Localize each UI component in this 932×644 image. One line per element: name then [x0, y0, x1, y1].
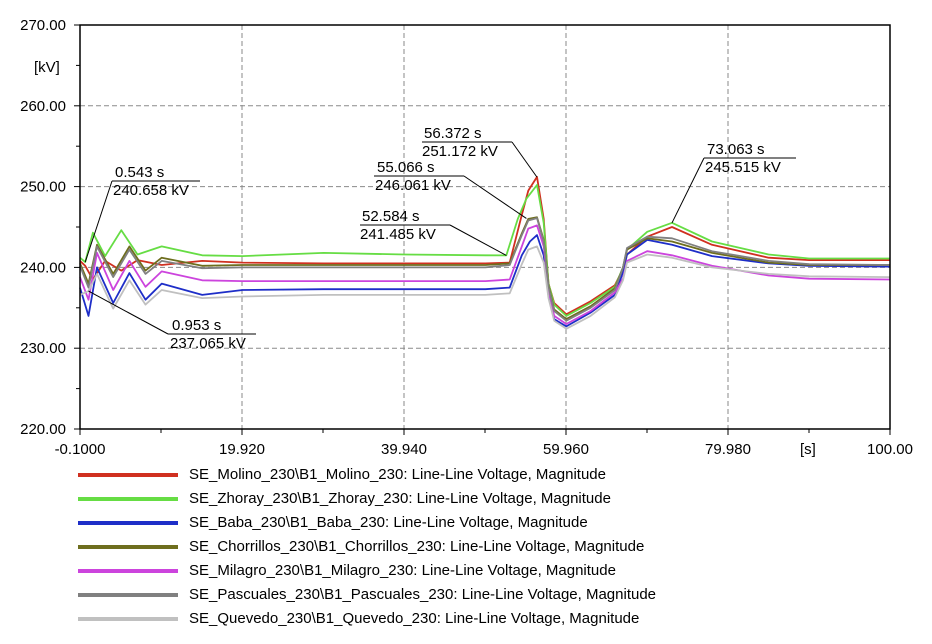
grid	[80, 25, 890, 429]
annotation-time: 55.066 s	[377, 159, 435, 176]
y-unit-label: [kV]	[34, 59, 60, 76]
x-tick-label: 100.00	[867, 441, 913, 458]
series-line-1	[79, 184, 890, 317]
legend-swatch	[78, 569, 178, 573]
voltage-chart: 220.00 230.00 240.00 250.00 260.00 270.00 -0.1…	[20, 17, 913, 458]
legend-label: SE_Pascuales_230\B1_Pascuales_230: Line-…	[189, 586, 657, 603]
legend-label: SE_Milagro_230\B1_Milagro_230: Line-Line…	[189, 562, 616, 579]
legend-swatch	[78, 473, 178, 477]
annotation-leader	[84, 180, 113, 263]
series-line-3	[79, 216, 890, 321]
legend-label: SE_Chorrillos_230\B1_Chorrillos_230: Lin…	[189, 538, 645, 555]
x-tick-label: 59.960	[543, 441, 589, 458]
annotation-value: 240.658 kV	[113, 182, 189, 199]
annotation-value: 241.485 kV	[360, 226, 436, 243]
legend-label: SE_Molino_230\B1_Molino_230: Line-Line V…	[189, 466, 606, 483]
y-tick-label: 270.00	[20, 17, 66, 34]
legend-label: SE_Zhoray_230\B1_Zhoray_230: Line-Line V…	[189, 490, 611, 507]
series-line-6	[79, 245, 891, 330]
annotation-value: 245.515 kV	[705, 159, 781, 176]
series-line-5	[79, 217, 891, 322]
annotation-time: 73.063 s	[707, 141, 765, 158]
x-tick-label: 19.920	[219, 441, 265, 458]
legend-swatch	[78, 593, 178, 597]
annotation-leader	[88, 290, 169, 335]
legend-swatch	[78, 545, 178, 549]
plot-frame	[79, 24, 891, 430]
annotation-time: 0.953 s	[172, 317, 221, 334]
annotation-leader	[463, 175, 527, 219]
annotation-leader	[449, 224, 507, 256]
x-tick-label: 79.980	[705, 441, 751, 458]
legend-label: SE_Baba_230\B1_Baba_230: Line-Line Volta…	[189, 514, 588, 531]
legend-swatch	[78, 497, 178, 501]
legend-swatch	[78, 521, 178, 525]
series-line-0	[79, 175, 890, 316]
axis-ticks: 220.00 230.00 240.00 250.00 260.00 270.00 -0.1…	[20, 17, 913, 458]
annotation-time: 52.584 s	[362, 208, 420, 225]
x-tick-label: 39.940	[381, 441, 427, 458]
annotation-time: 0.543 s	[115, 164, 164, 181]
x-tick-label: -0.1000	[55, 441, 106, 458]
annotation-leader	[511, 141, 538, 178]
series-line-2	[79, 234, 891, 328]
annotation-value: 237.065 kV	[170, 335, 246, 352]
annotation-value: 246.061 kV	[375, 177, 451, 194]
y-tick-label: 260.00	[20, 98, 66, 115]
y-tick-label: 250.00	[20, 179, 66, 196]
y-tick-label: 230.00	[20, 340, 66, 357]
annotation-time: 56.372 s	[424, 125, 482, 142]
x-unit-label: [s]	[800, 441, 816, 458]
y-tick-label: 220.00	[20, 421, 66, 438]
y-tick-label: 240.00	[20, 259, 66, 276]
annotation-leader	[671, 157, 705, 224]
series-lines	[79, 175, 891, 330]
annotation-value: 251.172 kV	[422, 143, 498, 160]
series-line-4	[79, 224, 891, 325]
legend-swatch	[78, 617, 178, 621]
legend-label: SE_Quevedo_230\B1_Quevedo_230: Line-Line…	[189, 610, 640, 627]
